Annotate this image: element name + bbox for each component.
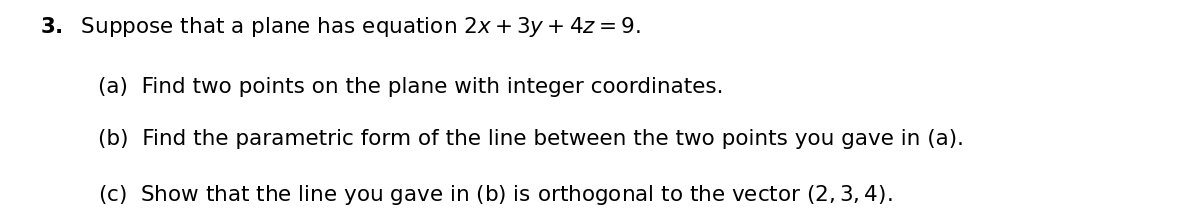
Text: (b)  Find the parametric form of the line between the two points you gave in (a): (b) Find the parametric form of the line… bbox=[98, 129, 965, 149]
Text: (a)  Find two points on the plane with integer coordinates.: (a) Find two points on the plane with in… bbox=[98, 77, 724, 97]
Text: $\mathbf{3.}$  Suppose that a plane has equation $2x + 3y + 4z = 9$.: $\mathbf{3.}$ Suppose that a plane has e… bbox=[40, 15, 641, 39]
Text: (c)  Show that the line you gave in (b) is orthogonal to the vector $(2, 3, 4)$.: (c) Show that the line you gave in (b) i… bbox=[98, 183, 893, 207]
